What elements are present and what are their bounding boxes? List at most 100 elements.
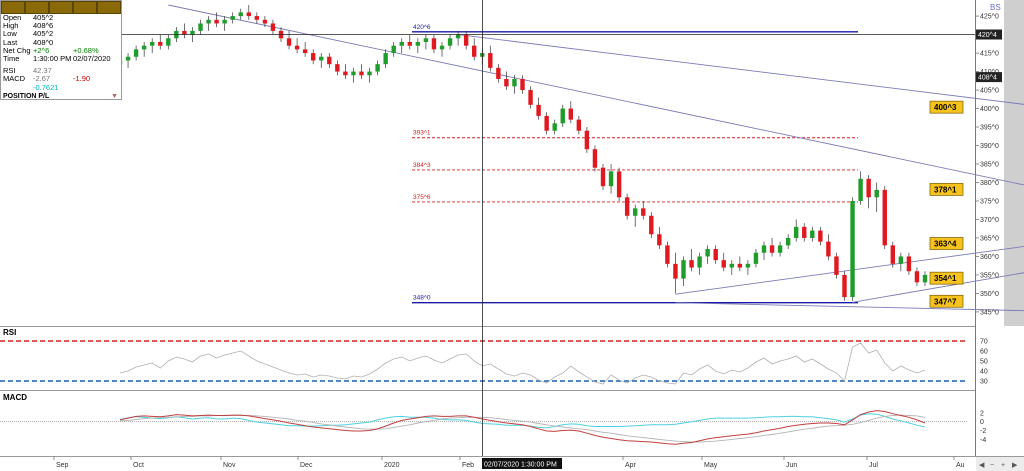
candle-body [802,226,807,238]
horizontal-levels: 420^6 393^1 384^3 375^6 348^0 [412,24,858,304]
toolbar-button-3[interactable] [49,1,73,14]
zoom-out-icon[interactable]: − [990,462,994,469]
rsi-value: 42.37 [33,66,52,76]
toolbar-button-4[interactable] [73,1,97,14]
rsi-tick-label: 70 [980,339,988,346]
trendline [675,246,1024,295]
zoom-in-icon[interactable]: + [1001,462,1005,469]
candle-body [536,104,541,116]
quote-row-macd: MACD -2.67 -1.90 [1,75,121,83]
candle-body [391,45,396,54]
candle-body [182,30,187,35]
candle-body [713,249,718,261]
candle-body [584,130,590,150]
trendline [458,34,1024,105]
candle-body [415,41,421,46]
candle-body [238,12,243,17]
position-pl-label: POSITION P/L [3,92,50,100]
price-tag-box [929,271,964,285]
level-label: 375^6 [413,194,431,201]
candle-body [681,260,686,279]
level-label: 384^3 [413,162,431,169]
candle-body [794,226,799,238]
bs-icon[interactable]: BS [990,3,1001,12]
price-scrollbar[interactable] [1004,0,1024,326]
candle-body [633,208,638,216]
toolbar-button-1[interactable] [1,1,25,14]
scroll-right-icon[interactable]: ▶ [1012,462,1018,469]
candle-body [447,38,453,46]
candle-body [568,108,573,120]
candle-body [657,234,662,246]
macd-tick-label: 0 [980,419,984,426]
candle-body [592,149,598,168]
candle-body [319,56,324,61]
candle-body [810,230,815,238]
candle-body [641,208,646,216]
toolbar-button-2[interactable] [25,1,49,14]
candle-body [198,23,203,31]
time-tick-label: Jun [786,462,797,469]
candle-body [906,256,912,272]
candle-body [311,53,316,61]
rsi-panel: RSI 70 60 50 40 30 [0,328,988,386]
price-tick-label: 375^0 [980,198,999,205]
price-tag-label: 363^4 [934,240,957,249]
price-tick-label: 385^0 [980,162,999,169]
position-pl-row[interactable]: POSITION P/L ▼ [1,92,121,101]
candle-body [150,41,155,46]
candle-body [286,38,292,46]
candle-body [343,71,348,76]
scroll-left-icon[interactable]: ◀ [979,462,985,469]
candle-body [206,19,211,24]
candle-body [576,119,582,131]
candle-body [512,78,517,87]
candle-body [777,245,783,253]
quote-row-high: High 408^6 [1,21,121,30]
candle-body [222,19,227,24]
time-axis: Sep Oct Nov Dec 2020 Feb Apr May Jun Jul Au [53,456,965,469]
collapse-arrow-icon[interactable]: ▼ [111,92,118,100]
price-tick-label: 405^0 [980,88,999,95]
candle-body [399,41,404,46]
macd-tick-label: -2 [980,428,986,435]
level-label: 348^0 [413,295,431,302]
rsi-tick-label: 50 [980,359,988,366]
candle-body [874,189,879,198]
candle-body [834,256,839,275]
rsi-tick-label: 60 [980,349,988,356]
candle-body [383,53,388,65]
candle-body [158,41,163,46]
candle-body [850,200,855,298]
candle-body [624,197,630,216]
candle-body [214,19,219,24]
toolbar-button-5[interactable] [97,1,121,14]
candle-body [673,263,678,279]
time-tick-label: May [704,462,718,469]
last-price-tag [976,72,1002,83]
time-tick-label: Oct [133,462,144,469]
candle-body [423,38,429,42]
trendlines [168,4,1024,312]
price-tick-label: 370^0 [980,217,999,224]
candle-body [753,252,759,264]
candle-body [504,78,509,87]
level-label: 420^6 [413,24,431,31]
price-tag-box [929,100,964,114]
candle-body [528,90,533,105]
candle-body [922,274,928,283]
candle-body [890,245,895,264]
candlesticks [117,5,928,301]
quote-label: Last [3,37,18,47]
candle-body [761,245,767,253]
candle-body [705,249,710,257]
candle-body [496,67,501,79]
candle-body [125,56,131,61]
price-tick-label: 355^0 [980,272,999,279]
price-tick-label: 395^0 [980,125,999,132]
macd-panel: MACD 2 0 -2 -4 [0,393,986,445]
candle-body [729,263,734,268]
time-tick-label: 2020 [384,462,400,469]
candle-body [882,189,887,246]
